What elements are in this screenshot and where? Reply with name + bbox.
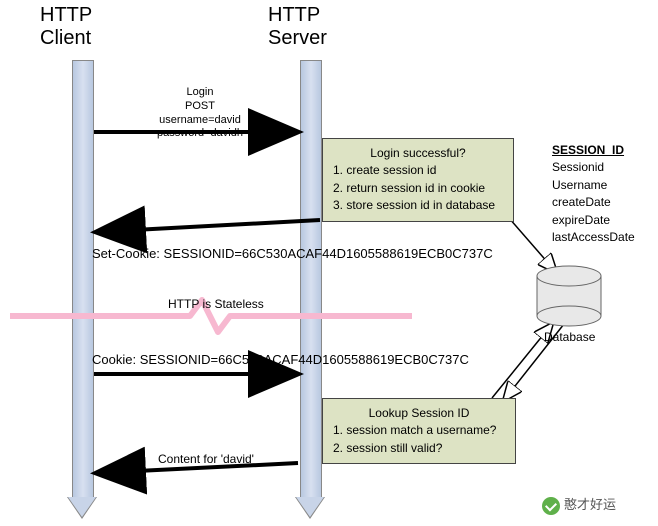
login-successful-box: Login successful? 1. create session id 2… bbox=[322, 138, 514, 222]
login-line-1: Login bbox=[150, 86, 250, 100]
lookup-box-item-2: 2. session still valid? bbox=[333, 440, 505, 457]
wechat-icon bbox=[542, 497, 560, 515]
login-line-3: username=david bbox=[150, 114, 250, 128]
login-box-item-1: 1. create session id bbox=[333, 162, 503, 179]
session-table-header: SESSION_ID bbox=[552, 142, 635, 159]
session-row-5: lastAccessDate bbox=[552, 229, 635, 246]
cookie-label: Cookie: SESSIONID=66C530ACAF44D160558861… bbox=[92, 352, 469, 367]
session-row-3: createDate bbox=[552, 194, 635, 211]
login-line-4: password=davidh bbox=[150, 127, 250, 141]
session-table: SESSION_ID Sessionid Username createDate… bbox=[552, 142, 635, 246]
lookup-box-item-1: 1. session match a username? bbox=[333, 422, 505, 439]
lookup-session-box: Lookup Session ID 1. session match a use… bbox=[322, 398, 516, 464]
watermark-text: 憨才好运 bbox=[564, 497, 616, 512]
login-request-label: Login POST username=david password=david… bbox=[150, 86, 250, 141]
stateless-label: HTTP is Stateless bbox=[168, 297, 264, 312]
session-row-1: Sessionid bbox=[552, 159, 635, 176]
session-row-2: Username bbox=[552, 177, 635, 194]
login-box-item-2: 2. return session id in cookie bbox=[333, 180, 503, 197]
database-label: Database bbox=[544, 330, 594, 344]
lookup-box-title: Lookup Session ID bbox=[333, 405, 505, 422]
session-row-4: expireDate bbox=[552, 212, 635, 229]
login-line-2: POST bbox=[150, 100, 250, 114]
content-response-label: Content for 'david' bbox=[158, 452, 254, 467]
watermark: 憨才好运 bbox=[542, 494, 616, 515]
set-cookie-label: Set-Cookie: SESSIONID=66C530ACAF44D16055… bbox=[92, 246, 493, 261]
login-box-title: Login successful? bbox=[333, 145, 503, 162]
login-box-item-3: 3. store session id in database bbox=[333, 197, 503, 214]
